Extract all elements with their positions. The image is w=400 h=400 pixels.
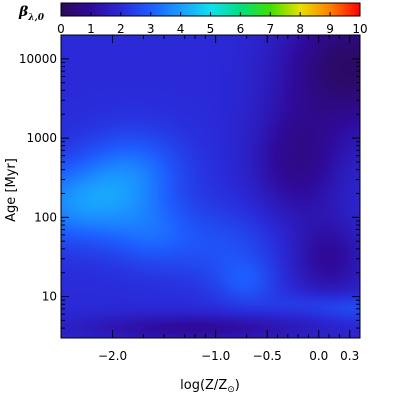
x-axis-label-close: ) xyxy=(235,378,240,393)
y-axis: 10 100 1000 10000 xyxy=(19,34,360,339)
colorbar-title: βλ,0 xyxy=(18,4,45,23)
y-tick-label: 10 xyxy=(42,290,57,304)
colorbar-tick-label: 2 xyxy=(117,22,125,36)
colorbar: βλ,0 0 1 2 3 4 5 6 7 8 9 10 xyxy=(18,2,368,36)
colorbar-tick-label: 3 xyxy=(147,22,155,36)
heatmap-area xyxy=(60,34,361,339)
colorbar-tick-label: 10 xyxy=(352,22,367,36)
x-tick-label: −2.0 xyxy=(98,349,127,363)
colorbar-tick-label: 6 xyxy=(237,22,245,36)
plot-frame xyxy=(60,34,361,339)
y-tick-label: 100 xyxy=(34,210,57,224)
colorbar-label-subscript: λ,0 xyxy=(27,13,44,23)
x-axis: −2.0 −1.0 −0.5 0.0 0.3 xyxy=(98,35,359,363)
colorbar-tick-label: 9 xyxy=(326,22,334,36)
colorbar-tick-label: 4 xyxy=(177,22,185,36)
colorbar-tick-label: 1 xyxy=(87,22,95,36)
x-axis-title: log(Z/Z⊙) xyxy=(180,378,240,395)
y-axis-unit: [Myr] xyxy=(4,158,19,192)
y-axis-title: Age [Myr] xyxy=(4,158,19,222)
x-tick-label: −1.0 xyxy=(201,349,230,363)
x-tick-label: −0.5 xyxy=(253,349,282,363)
y-tick-label: 1000 xyxy=(26,131,57,145)
colorbar-tick-label: 5 xyxy=(207,22,215,36)
y-tick-label: 10000 xyxy=(19,52,57,66)
x-axis-label-subscript: ⊙ xyxy=(227,385,235,395)
colorbar-tick-label: 0 xyxy=(57,22,65,36)
y-axis-label: Age xyxy=(4,197,19,222)
heatmap-image xyxy=(61,35,360,338)
x-axis-label: log(Z/Z xyxy=(180,378,227,393)
x-tick-label: 0.0 xyxy=(309,349,328,363)
colorbar-label: β xyxy=(18,4,29,20)
colorbar-tick-label: 8 xyxy=(296,22,304,36)
x-tick-label: 0.3 xyxy=(340,349,359,363)
colorbar-ticks: 0 1 2 3 4 5 6 7 8 9 10 xyxy=(57,12,368,36)
colorbar-tick-label: 7 xyxy=(266,22,274,36)
